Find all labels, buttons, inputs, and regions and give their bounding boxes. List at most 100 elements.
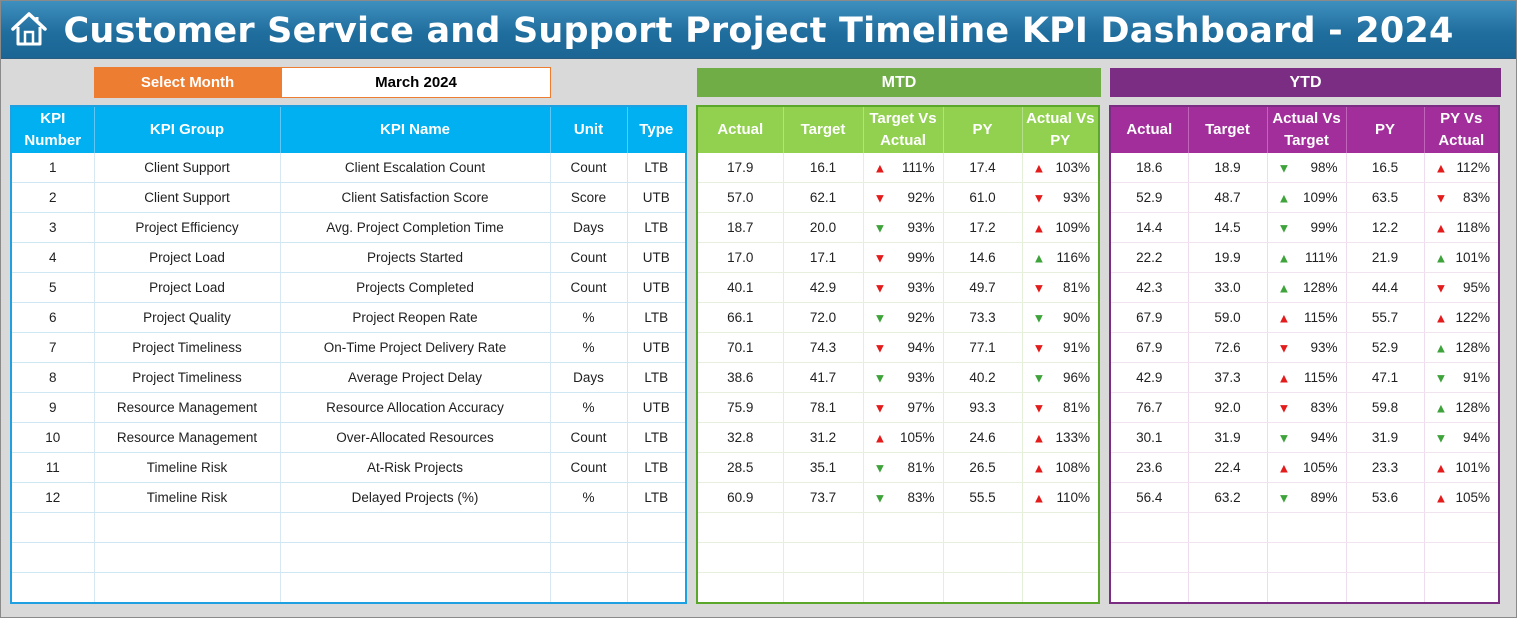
percent-value: 128% bbox=[1455, 400, 1490, 415]
kpi-unit: % bbox=[550, 482, 628, 513]
table-row: 76.7 92.0 ▼ 83% 59.8 ▲ 128% bbox=[1110, 392, 1500, 423]
kpi-name: Avg. Project Completion Time bbox=[280, 212, 551, 243]
ytd-col-header: Actual Vs Target bbox=[1267, 106, 1347, 153]
kpi-unit: Count bbox=[550, 242, 628, 273]
percent-value: 94% bbox=[1462, 430, 1490, 445]
mtd-target-vs-actual: ▼ 93% bbox=[863, 272, 944, 303]
percent-value: 103% bbox=[1055, 160, 1090, 175]
percent-value: 96% bbox=[1062, 370, 1090, 385]
percent-value: 118% bbox=[1456, 220, 1490, 235]
arrow-down-icon: ▼ bbox=[873, 190, 887, 205]
ytd-py-vs-actual: ▲ 122% bbox=[1424, 302, 1500, 333]
arrow-down-icon: ▼ bbox=[873, 220, 887, 235]
kpi-number: 11 bbox=[11, 452, 95, 483]
mtd-py: 17.4 bbox=[943, 153, 1023, 183]
kpi-number: 6 bbox=[11, 302, 95, 333]
empty-cell bbox=[1188, 542, 1268, 573]
ytd-py-vs-actual: ▲ 112% bbox=[1424, 153, 1500, 183]
ytd-actual-vs-target: ▼ 98% bbox=[1267, 153, 1347, 183]
mtd-target: 42.9 bbox=[783, 272, 864, 303]
empty-cell bbox=[627, 572, 687, 604]
ytd-actual-vs-target: ▲ 111% bbox=[1267, 242, 1347, 273]
kpi-group: Client Support bbox=[94, 153, 281, 183]
kpi-type: LTB bbox=[627, 302, 687, 333]
kpi-col-header: Type bbox=[627, 106, 687, 153]
kpi-name: Projects Started bbox=[280, 242, 551, 273]
percent-value: 89% bbox=[1310, 490, 1338, 505]
kpi-name: Over-Allocated Resources bbox=[280, 422, 551, 453]
ytd-target: 14.5 bbox=[1188, 212, 1268, 243]
kpi-col-header: KPI Name bbox=[280, 106, 551, 153]
home-icon[interactable] bbox=[9, 9, 49, 49]
empty-cell bbox=[1267, 512, 1347, 543]
mtd-col-header: Actual Vs PY bbox=[1022, 106, 1100, 153]
empty-row bbox=[1110, 542, 1500, 573]
kpi-name: Delayed Projects (%) bbox=[280, 482, 551, 513]
table-row: 70.1 74.3 ▼ 94% 77.1 ▼ 91% bbox=[697, 332, 1100, 363]
percent-value: 83% bbox=[1462, 190, 1490, 205]
table-row: 60.9 73.7 ▼ 83% 55.5 ▲ 110% bbox=[697, 482, 1100, 513]
mtd-actual-vs-py: ▼ 90% bbox=[1022, 302, 1100, 333]
ytd-py: 21.9 bbox=[1346, 242, 1425, 273]
kpi-group: Project Quality bbox=[94, 302, 281, 333]
kpi-type: UTB bbox=[627, 332, 687, 363]
arrow-up-icon: ▲ bbox=[1032, 430, 1046, 445]
mtd-py: 77.1 bbox=[943, 332, 1023, 363]
ytd-py: 31.9 bbox=[1346, 422, 1425, 453]
ytd-py: 47.1 bbox=[1346, 362, 1425, 393]
percent-value: 111% bbox=[1304, 250, 1338, 265]
empty-cell bbox=[1022, 542, 1100, 573]
table-row: 42.9 37.3 ▲ 115% 47.1 ▼ 91% bbox=[1110, 362, 1500, 393]
kpi-group: Resource Management bbox=[94, 422, 281, 453]
table-row: 18.6 18.9 ▼ 98% 16.5 ▲ 112% bbox=[1110, 153, 1500, 183]
ytd-actual-vs-target: ▲ 128% bbox=[1267, 272, 1347, 303]
table-row: 42.3 33.0 ▲ 128% 44.4 ▼ 95% bbox=[1110, 272, 1500, 303]
ytd-target: 37.3 bbox=[1188, 362, 1268, 393]
kpi-type: UTB bbox=[627, 182, 687, 213]
ytd-py: 16.5 bbox=[1346, 153, 1425, 183]
empty-cell bbox=[943, 572, 1023, 604]
kpi-number: 1 bbox=[11, 153, 95, 183]
empty-cell bbox=[1188, 512, 1268, 543]
empty-cell bbox=[863, 542, 944, 573]
month-select[interactable]: March 2024 bbox=[281, 67, 551, 98]
arrow-up-icon: ▲ bbox=[1434, 220, 1448, 235]
table-row: 57.0 62.1 ▼ 92% 61.0 ▼ 93% bbox=[697, 182, 1100, 213]
kpi-group: Project Load bbox=[94, 272, 281, 303]
arrow-up-icon: ▲ bbox=[1277, 370, 1291, 385]
table-row: 75.9 78.1 ▼ 97% 93.3 ▼ 81% bbox=[697, 392, 1100, 423]
empty-cell bbox=[1022, 572, 1100, 604]
kpi-unit: % bbox=[550, 302, 628, 333]
mtd-target: 73.7 bbox=[783, 482, 864, 513]
mtd-table: Actual Target Target Vs Actual PY Actual Vs … bbox=[696, 105, 1100, 604]
arrow-down-icon: ▼ bbox=[873, 310, 887, 325]
table-row: 28.5 35.1 ▼ 81% 26.5 ▲ 108% bbox=[697, 452, 1100, 483]
percent-value: 92% bbox=[907, 310, 935, 325]
table-row: 11 Timeline Risk At-Risk Projects Count LTB bbox=[11, 452, 687, 483]
empty-cell bbox=[1267, 572, 1347, 604]
mtd-actual-vs-py: ▲ 133% bbox=[1022, 422, 1100, 453]
empty-cell bbox=[550, 542, 628, 573]
percent-value: 93% bbox=[907, 370, 935, 385]
ytd-actual-vs-target: ▼ 99% bbox=[1267, 212, 1347, 243]
ytd-col-header: PY bbox=[1346, 106, 1425, 153]
ytd-py: 55.7 bbox=[1346, 302, 1425, 333]
kpi-number: 12 bbox=[11, 482, 95, 513]
table-row: 32.8 31.2 ▲ 105% 24.6 ▲ 133% bbox=[697, 422, 1100, 453]
arrow-up-icon: ▲ bbox=[1434, 310, 1448, 325]
mtd-actual-vs-py: ▲ 110% bbox=[1022, 482, 1100, 513]
mtd-actual-vs-py: ▼ 81% bbox=[1022, 392, 1100, 423]
mtd-actual-vs-py: ▲ 108% bbox=[1022, 452, 1100, 483]
kpi-col-header: Unit bbox=[550, 106, 628, 153]
empty-cell bbox=[11, 572, 95, 604]
kpi-number: 7 bbox=[11, 332, 95, 363]
table-row: 10 Resource Management Over-Allocated Reso… bbox=[11, 422, 687, 453]
arrow-down-icon: ▼ bbox=[1434, 430, 1448, 445]
arrow-down-icon: ▼ bbox=[873, 280, 887, 295]
table-row: 14.4 14.5 ▼ 99% 12.2 ▲ 118% bbox=[1110, 212, 1500, 243]
mtd-col-header: Actual bbox=[697, 106, 784, 153]
empty-cell bbox=[550, 512, 628, 543]
mtd-target: 62.1 bbox=[783, 182, 864, 213]
mtd-actual-vs-py: ▲ 109% bbox=[1022, 212, 1100, 243]
